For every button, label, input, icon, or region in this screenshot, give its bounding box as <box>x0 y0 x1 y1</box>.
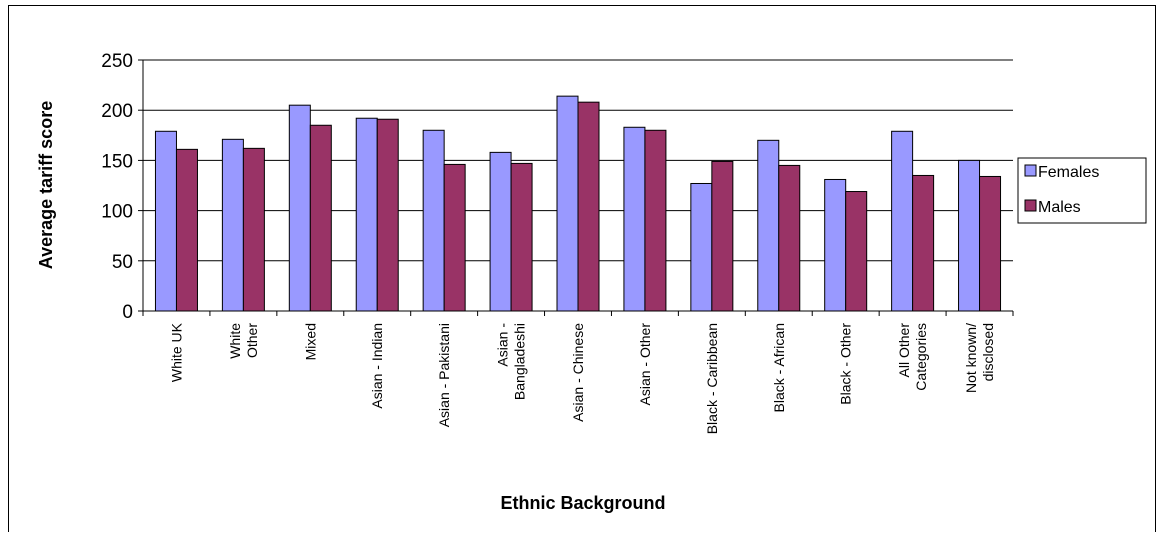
x-category-label: Asian - Indian <box>369 323 385 409</box>
y-tick-label: 250 <box>101 51 133 72</box>
bar-males <box>778 164 801 312</box>
bar-females <box>891 130 914 312</box>
bar-males <box>979 175 1002 312</box>
x-category-label-line: Asian - <box>495 323 511 367</box>
x-category-label: White UK <box>168 322 184 382</box>
y-tick-label: 0 <box>122 302 133 323</box>
y-tick-label: 50 <box>112 252 133 273</box>
bar-males <box>711 160 734 312</box>
bar-males <box>845 191 868 312</box>
bar-females <box>824 178 847 312</box>
axis-labels: 0 50 100 150 200 250 White UK WhiteOther Mixed As… <box>101 51 996 434</box>
x-category-label-line: Black - African <box>771 323 787 412</box>
bar-males <box>912 174 935 312</box>
x-category-label: Mixed <box>302 323 318 360</box>
x-category-label: Asian - Pakistani <box>436 323 452 427</box>
y-tick-label: 150 <box>101 151 133 172</box>
x-category-label-line: Asian - Chinese <box>570 323 586 422</box>
bar-males <box>175 148 198 312</box>
legend-label-females: Females <box>1038 164 1099 181</box>
bar-females <box>221 138 244 312</box>
bar-females <box>489 151 512 312</box>
legend-swatch-males <box>1024 199 1037 212</box>
x-category-label: Black - Caribbean <box>704 323 720 434</box>
bar-males <box>376 118 399 312</box>
x-category-label: Asian - Chinese <box>570 323 586 422</box>
legend-label-males: Males <box>1038 199 1081 216</box>
axes <box>138 59 1014 316</box>
x-category-label-line: Other <box>244 323 260 358</box>
bar-females <box>355 117 378 312</box>
x-category-label-line: Black - Other <box>838 323 854 405</box>
x-category-label-line: Not known/ <box>963 323 979 393</box>
x-category-label-line: Asian - Pakistani <box>436 323 452 427</box>
bar-males <box>577 101 600 312</box>
x-category-label-line: Asian - Indian <box>369 323 385 409</box>
x-category-label-line: White UK <box>168 322 184 382</box>
bar-males <box>644 129 667 312</box>
x-category-label: Not known/disclosed <box>963 323 996 393</box>
x-category-label: Black - African <box>771 323 787 412</box>
x-category-label-line: Asian - Other <box>637 323 653 406</box>
legend-frame <box>1017 157 1147 224</box>
bar-females <box>154 130 177 312</box>
bar-females <box>556 95 579 312</box>
x-category-label-line: disclosed <box>980 323 996 381</box>
bars <box>154 95 1002 312</box>
x-category-label: All OtherCategories <box>896 323 929 391</box>
x-category-label-line: Black - Caribbean <box>704 323 720 434</box>
x-category-label-line: All Other <box>896 323 912 378</box>
x-category-label-line: White <box>227 323 243 359</box>
bar-females <box>958 159 981 312</box>
bar-females <box>690 182 713 312</box>
y-tick-label: 200 <box>101 101 133 122</box>
x-category-label: Asian -Bangladeshi <box>495 323 528 400</box>
x-category-label-line: Mixed <box>302 323 318 360</box>
x-category-label: Black - Other <box>838 323 854 405</box>
bar-females <box>757 139 780 312</box>
x-category-label: Asian - Other <box>637 323 653 406</box>
legend-swatch-females <box>1024 164 1037 177</box>
bar-females <box>623 126 646 312</box>
x-axis-title: Ethnic Background <box>500 493 665 513</box>
y-tick-label: 100 <box>101 202 133 223</box>
x-category-label-line: Categories <box>913 323 929 391</box>
bar-females <box>422 129 445 312</box>
bar-males <box>443 163 466 312</box>
bar-males <box>309 124 332 312</box>
bar-males <box>510 162 533 312</box>
y-axis-title: Average tariff score <box>36 101 56 269</box>
x-category-label: WhiteOther <box>227 323 260 359</box>
legend: Females Males <box>1017 157 1147 224</box>
bar-females <box>288 104 311 312</box>
bar-males <box>242 147 265 312</box>
x-category-label-line: Bangladeshi <box>512 323 528 400</box>
